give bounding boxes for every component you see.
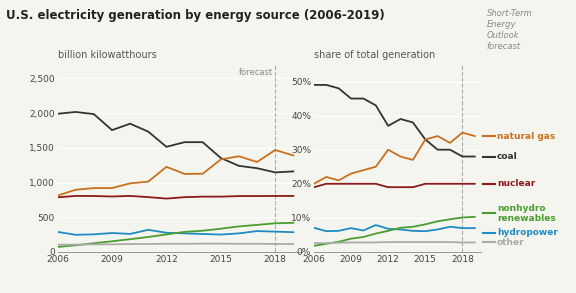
Text: share of total generation: share of total generation [314,50,435,60]
Text: Short-Term
Energy
Outlook
forecast: Short-Term Energy Outlook forecast [487,9,532,51]
Text: U.S. electricity generation by energy source (2006-2019): U.S. electricity generation by energy so… [6,9,385,22]
Text: hydropower: hydropower [497,228,558,237]
Text: billion kilowatthours: billion kilowatthours [58,50,156,60]
Text: nonhydro
renewables: nonhydro renewables [497,204,556,223]
Text: natural gas: natural gas [497,132,555,141]
Text: other: other [497,238,525,247]
Text: nuclear: nuclear [497,179,535,188]
Text: coal: coal [497,152,518,161]
Text: forecast: forecast [238,68,272,77]
